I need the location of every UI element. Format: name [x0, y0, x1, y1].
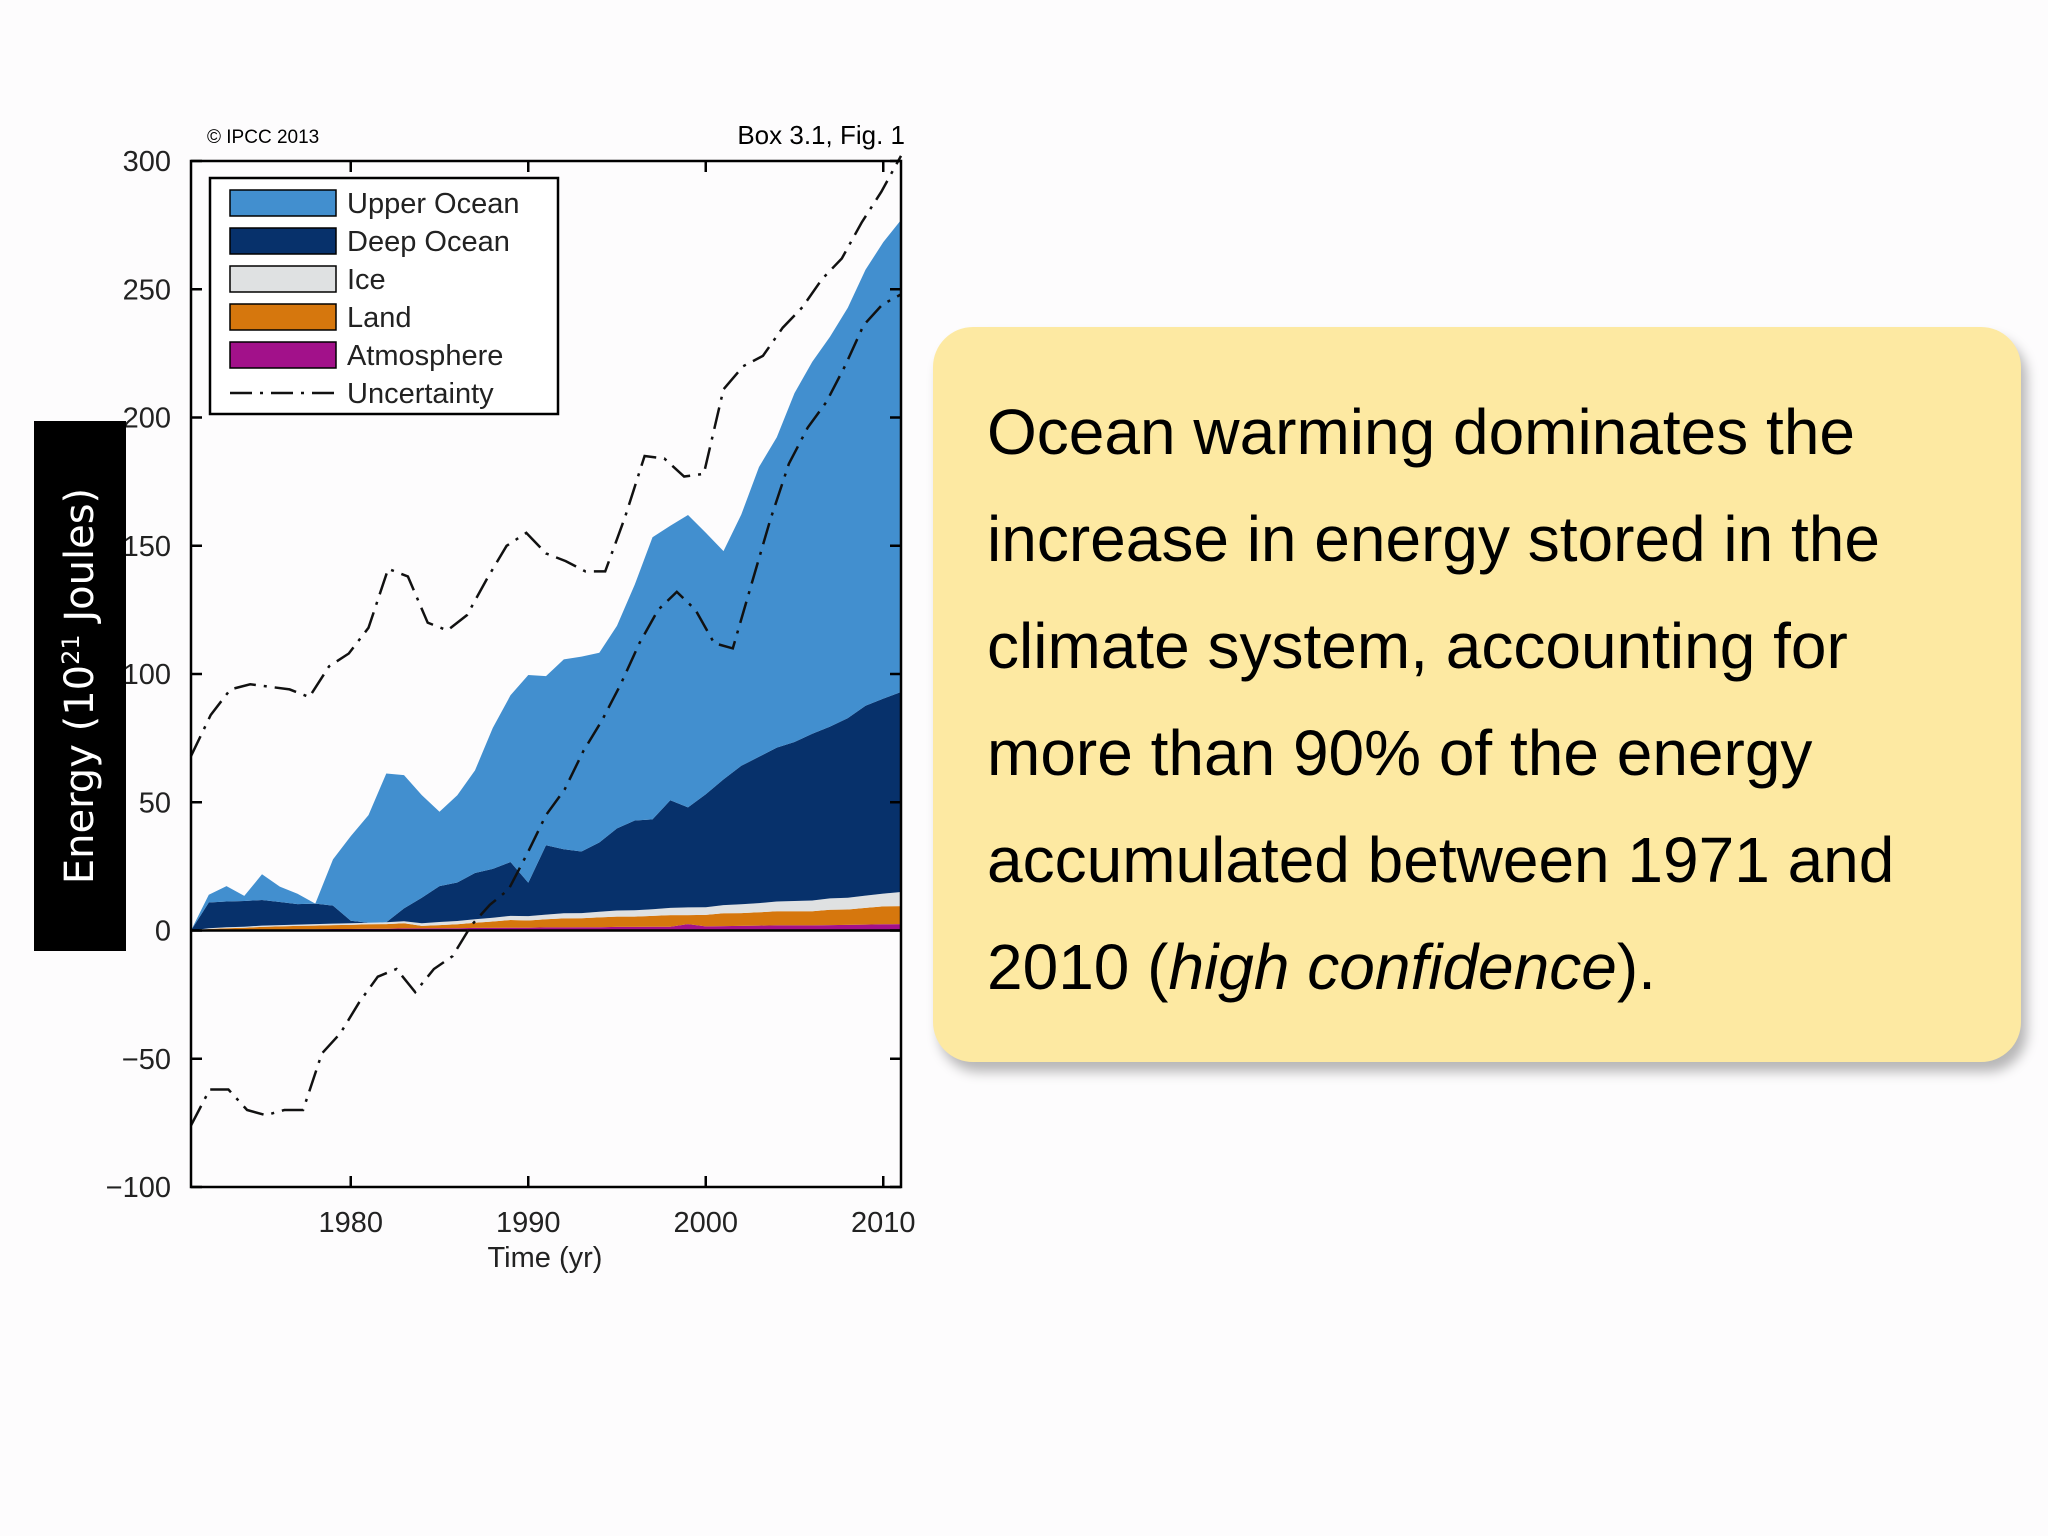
legend: Upper Ocean Deep Ocean Ice Land Atmosphere Un…: [208, 176, 560, 416]
y-axis-title: Energy (1021 Joules): [56, 487, 104, 885]
legend-swatch-atmosphere: [229, 341, 337, 369]
y-tick-label: −100: [106, 1172, 171, 1204]
legend-swatch-land: [229, 303, 337, 331]
legend-swatch-ice: [229, 265, 337, 293]
x-axis-title: Time (yr): [488, 1242, 603, 1274]
x-tick-label: 1980: [318, 1207, 383, 1239]
uncertainty-lower-line: [189, 293, 902, 1126]
x-tick-label: 1990: [496, 1207, 561, 1239]
callout-text: Ocean warming dominates the increase in …: [987, 396, 1895, 1003]
copyright-text: © IPCC 2013: [207, 127, 319, 148]
key-finding-callout: Ocean warming dominates the increase in …: [933, 327, 2021, 1062]
legend-swatch-upper-ocean: [229, 189, 337, 217]
legend-label: Atmosphere: [347, 340, 503, 372]
y-tick-label: 100: [123, 659, 171, 691]
x-tick-label: 2000: [673, 1207, 738, 1239]
uncertainty-lines: [189, 155, 903, 1126]
legend-label: Ice: [347, 264, 386, 296]
y-tick-label: −50: [122, 1044, 171, 1076]
area-ice: [191, 892, 901, 931]
x-tick-label: 2010: [851, 1207, 916, 1239]
y-tick-label: 50: [139, 787, 171, 819]
y-axis-label-box: [34, 421, 126, 951]
y-tick-label: 300: [123, 146, 171, 178]
area-land: [191, 906, 901, 931]
legend-label: Land: [347, 302, 412, 334]
legend-label: Deep Ocean: [347, 226, 510, 258]
energy-chart: 300 250 200 150 100 50 0 −50 −100 1980 1990 2000 201…: [106, 120, 916, 1274]
area-upper-ocean: [191, 220, 901, 931]
area-atmosphere: [191, 924, 901, 931]
uncertainty-upper-line: [189, 155, 903, 757]
y-tick-label: 0: [155, 916, 171, 948]
area-deep-ocean: [191, 692, 901, 931]
stacked-areas: [191, 220, 901, 931]
callout-emphasis: high confidence: [1168, 931, 1617, 1003]
y-tick-label: 200: [123, 403, 171, 435]
legend-label: Upper Ocean: [347, 188, 520, 220]
y-tick-label: 250: [123, 274, 171, 306]
legend-box: [208, 176, 560, 416]
legend-label: Uncertainty: [347, 378, 494, 410]
axis-ticks: 300 250 200 150 100 50 0 −50 −100 1980 1990 2000 201…: [106, 146, 916, 1239]
y-tick-label: 150: [123, 531, 171, 563]
legend-swatch-deep-ocean: [229, 227, 337, 255]
figure-reference: Box 3.1, Fig. 1: [737, 120, 905, 150]
